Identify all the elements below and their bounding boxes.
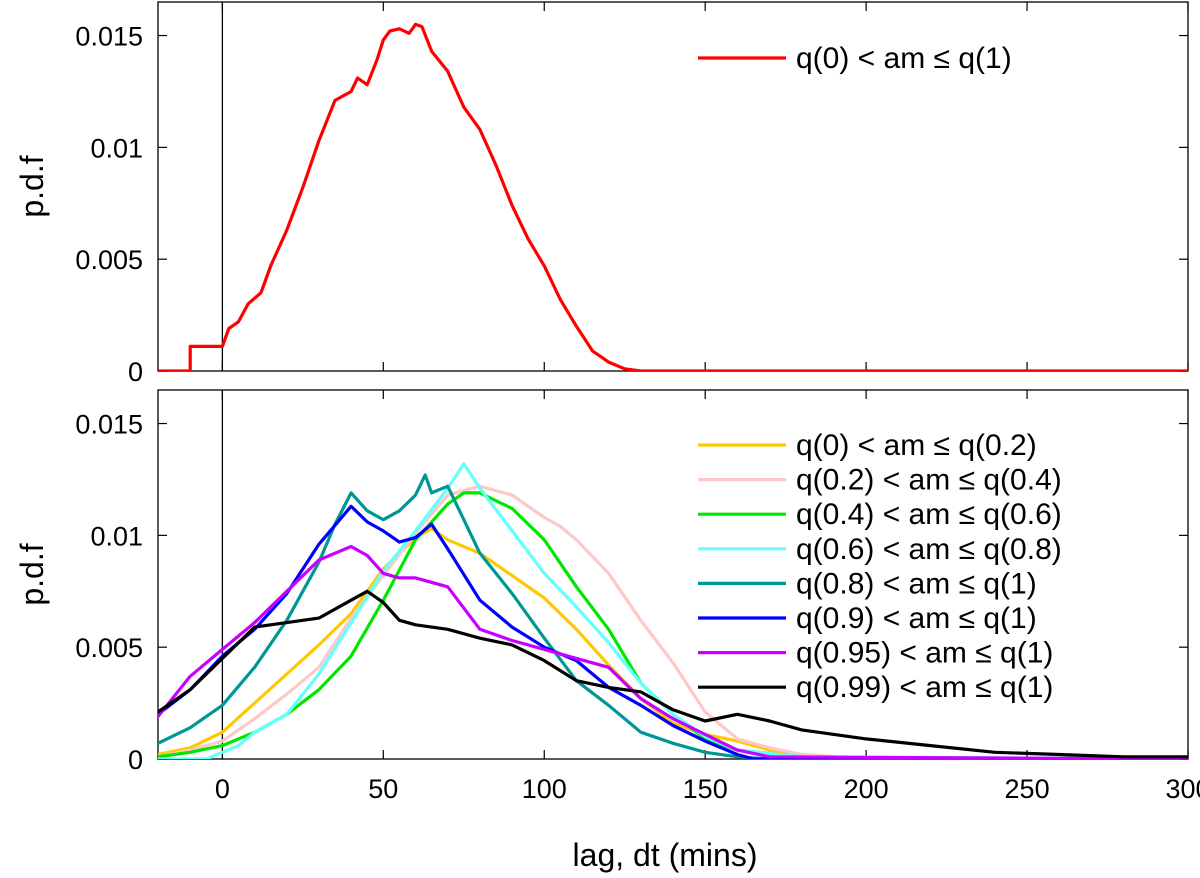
legend-label: q(0.99) < am ≤ q(1) xyxy=(796,671,1053,704)
series-line-0 xyxy=(158,527,1188,759)
x-tick-label: 150 xyxy=(683,774,728,804)
legend-label: q(0.9) < am ≤ q(1) xyxy=(796,602,1037,635)
series-line-4 xyxy=(158,473,1188,759)
legend-label: q(0.8) < am ≤ q(1) xyxy=(796,567,1037,600)
y-tick-label: 0.005 xyxy=(75,245,143,275)
legend-label: q(0) < am ≤ q(0.2) xyxy=(796,429,1037,462)
y-tick-label: 0 xyxy=(128,745,143,775)
series-line-7 xyxy=(158,589,1188,759)
legend-label: q(0) < am ≤ q(1) xyxy=(796,42,1012,75)
y-tick-label: 0.005 xyxy=(75,633,143,663)
y-axis-label: p.d.f xyxy=(14,543,50,605)
y-tick-label: 0.015 xyxy=(75,22,143,52)
x-tick-label: 200 xyxy=(844,774,889,804)
x-tick-label: 300 xyxy=(1165,774,1200,804)
legend-label: q(0.2) < am ≤ q(0.4) xyxy=(796,464,1062,497)
bottom-panel: 0 50 100 150 200 250 300 0 0.005 0.01 0.015 p.d.f q(… xyxy=(14,389,1200,804)
y-tick-label: 0 xyxy=(128,357,143,387)
legend-label: q(0.4) < am ≤ q(0.6) xyxy=(796,498,1062,531)
y-axis-label: p.d.f xyxy=(14,155,50,217)
series-group xyxy=(158,462,1188,759)
x-tick-label: 50 xyxy=(368,774,398,804)
plot-area-frame xyxy=(157,1,1189,372)
series-line-1 xyxy=(158,484,1188,759)
x-axis-label: lag, dt (mins) xyxy=(573,837,758,873)
y-tick-label: 0.015 xyxy=(75,410,143,440)
x-tick-label: 100 xyxy=(522,774,567,804)
top-panel: 0 0.005 0.01 0.015 p.d.f q(0) < am ≤ q(1) xyxy=(14,1,1189,387)
series-line-3 xyxy=(158,462,1188,759)
series-line-5 xyxy=(158,504,1188,759)
series-group xyxy=(158,22,1188,371)
x-tick-label: 0 xyxy=(215,774,230,804)
y-tick-label: 0.01 xyxy=(90,133,143,163)
plot-area-frame xyxy=(157,389,1189,760)
y-tick-label: 0.01 xyxy=(90,521,143,551)
legend-label: q(0.6) < am ≤ q(0.8) xyxy=(796,533,1062,566)
x-tick-label: 250 xyxy=(1005,774,1050,804)
series-line-0 xyxy=(158,22,1188,371)
legend-label: q(0.95) < am ≤ q(1) xyxy=(796,637,1053,670)
series-line-6 xyxy=(158,544,1188,759)
